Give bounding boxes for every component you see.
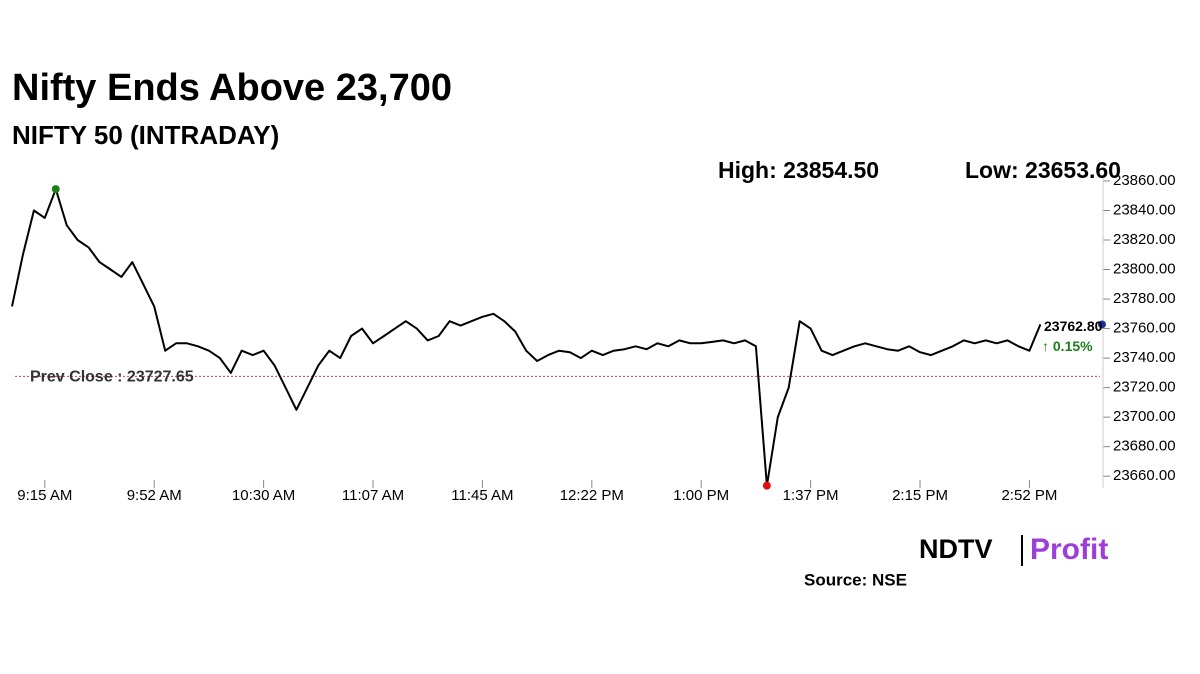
y-tick-label: 23740.00 [1113, 349, 1176, 366]
prev-close-label: Prev Close : 23727.65 [30, 369, 194, 386]
x-tick-label: 11:07 AM [342, 487, 404, 504]
x-tick-label: 11:45 AM [451, 487, 513, 504]
x-tick-label: 9:15 AM [17, 487, 72, 504]
y-tick-label: 23720.00 [1113, 379, 1176, 396]
y-tick-label: 23800.00 [1113, 260, 1176, 277]
y-tick-label: 23660.00 [1113, 467, 1176, 484]
chart-title: Nifty Ends Above 23,700 [12, 67, 452, 109]
x-tick-label: 10:30 AM [232, 487, 295, 504]
chart-subtitle: NIFTY 50 (INTRADAY) [12, 120, 279, 150]
change-label: ↑ 0.15% [1042, 338, 1093, 354]
x-tick-label: 1:00 PM [673, 487, 729, 504]
low-marker [762, 481, 771, 490]
source: Source: NSE [804, 570, 907, 589]
x-tick-label: 1:37 PM [783, 487, 839, 504]
y-tick-label: 23680.00 [1113, 438, 1176, 455]
logo-profit: Profit [1030, 533, 1108, 566]
low-text: Low: 23653.60 [965, 157, 1121, 183]
price-line [11, 188, 1042, 487]
x-tick-label: 2:15 PM [892, 487, 948, 504]
x-tick-label: 12:22 PM [560, 487, 624, 504]
last-label: 23762.80 [1044, 318, 1103, 334]
high-marker [51, 185, 60, 194]
x-tick-label: 9:52 AM [127, 487, 182, 504]
last-marker [1098, 320, 1106, 329]
y-tick-label: 23700.00 [1113, 408, 1176, 425]
y-tick-label: 23780.00 [1113, 290, 1176, 307]
high-text: High: 23854.50 [718, 157, 879, 183]
y-tick-label: 23820.00 [1113, 231, 1176, 248]
x-tick-label: 2:52 PM [1001, 487, 1057, 504]
y-tick-label: 23840.00 [1113, 201, 1176, 218]
logo-ndtv: NDTV [919, 534, 993, 564]
y-tick-label: 23760.00 [1113, 320, 1176, 337]
y-tick-label: 23860.00 [1113, 172, 1176, 189]
